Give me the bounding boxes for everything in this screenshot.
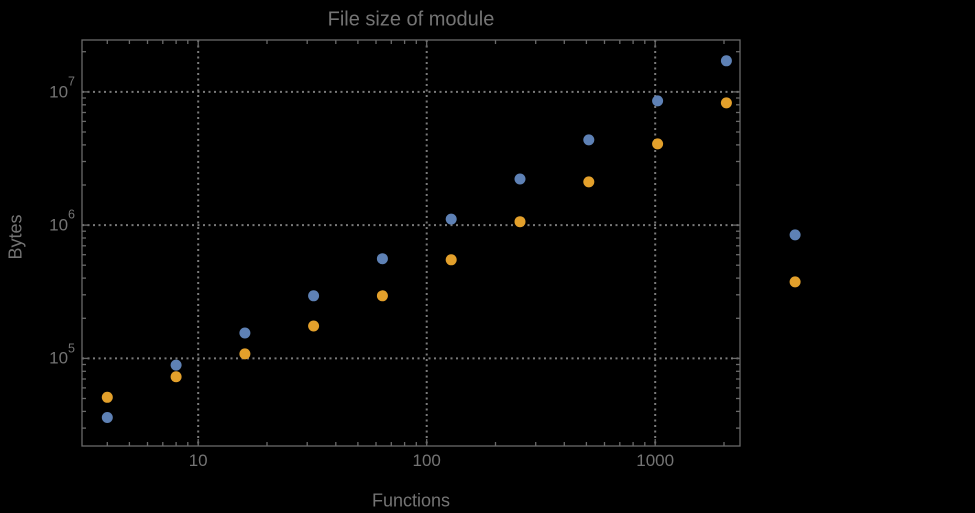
data-point-series-2-x8 (170, 371, 182, 383)
data-point-series-2-x256 (514, 216, 526, 228)
data-point-series-2-x2048 (720, 97, 732, 109)
data-point-series-1-x512 (583, 134, 595, 146)
data-point-series-1-x64 (376, 253, 388, 265)
data-point-series-2-x128 (445, 254, 457, 266)
data-point-series-2-x64 (376, 290, 388, 302)
data-point-series-1-x4096 (789, 229, 801, 241)
y-axis-title: Bytes (5, 214, 26, 260)
x-tick-label-10: 10 (188, 451, 208, 470)
data-point-series-2-x32 (308, 320, 320, 332)
x-tick-label-100: 100 (412, 451, 441, 470)
data-point-series-2-x16 (239, 348, 251, 360)
y-tick-label-10e5: 105 (49, 341, 75, 368)
data-point-series-1-x128 (445, 213, 457, 225)
data-point-series-1-x32 (308, 290, 320, 302)
data-point-series-1-x256 (514, 173, 526, 185)
data-point-series-2-x512 (583, 176, 595, 188)
data-point-series-1-x16 (239, 327, 251, 339)
data-point-series-1-x8 (170, 359, 182, 371)
chart-title: File size of module (327, 8, 495, 31)
y-tick-label-10e7: 107 (49, 74, 75, 102)
data-point-series-1-x1024 (652, 95, 664, 107)
data-point-series-2-x4 (101, 391, 113, 403)
plot-frame (81, 39, 741, 447)
data-point-series-2-x1024 (652, 138, 664, 150)
y-tick-label-10e6: 106 (49, 207, 75, 235)
data-point-series-2-x4096 (789, 276, 801, 288)
data-point-series-1-x2048 (720, 55, 732, 67)
x-tick-label-1000: 1000 (636, 451, 675, 470)
data-point-series-1-x4 (101, 412, 113, 423)
x-axis-title: Functions (371, 490, 451, 511)
